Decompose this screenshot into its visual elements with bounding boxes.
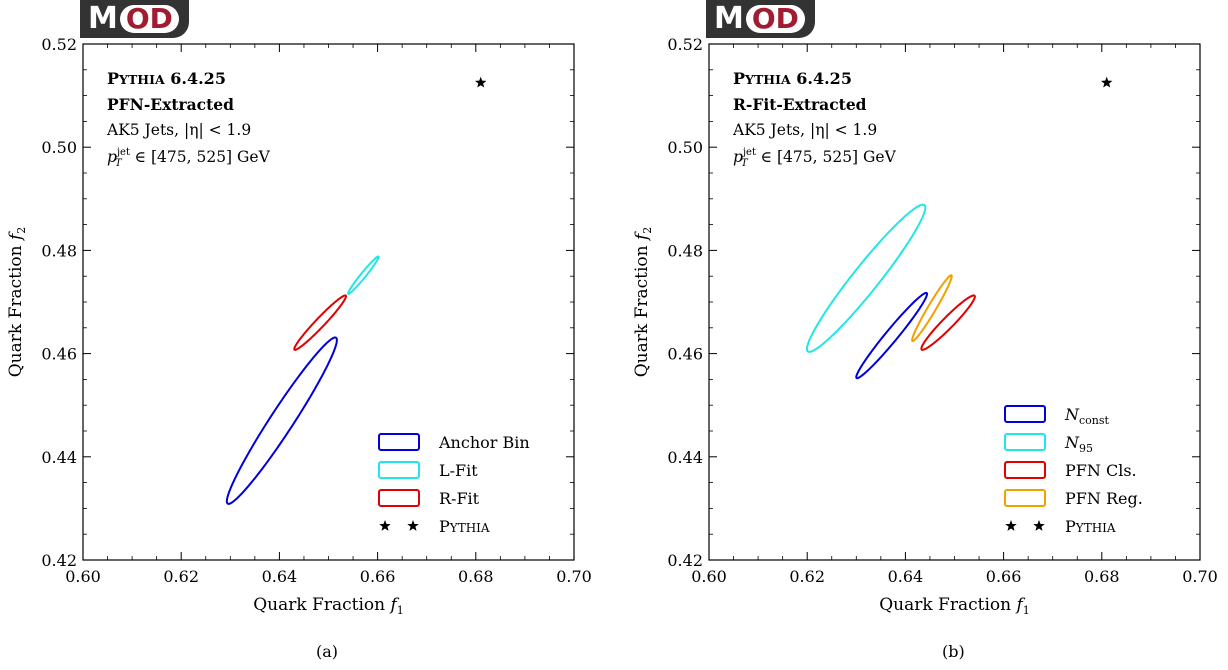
ellipse-l-fit	[347, 255, 380, 295]
legend-label-anchor-bin: Anchor Bin	[438, 433, 530, 452]
chart-b: 0.60 0.62 0.64 0.66 0.68 0.70 0.42 0.44 0.46 0.48…	[632, 35, 1218, 617]
logo-text-m: M	[714, 1, 744, 36]
ellipse-n-const	[855, 291, 929, 380]
legend-star-marker	[407, 520, 419, 531]
x-tick-label: 0.66	[360, 567, 396, 586]
legend-swatch-n-95	[1004, 433, 1046, 451]
x-axis-label: Quark Fraction f1	[879, 595, 1030, 617]
mod-logo-a: M OD	[80, 0, 189, 38]
y-tick-label: 0.52	[667, 35, 703, 54]
legend-swatch-r-fit	[378, 489, 420, 507]
x-tick-label: 0.60	[65, 567, 101, 586]
annotation-pt-range: pjet T ∈ [475, 525] GeV	[107, 147, 271, 169]
legend-label-n-95: N95	[1064, 433, 1093, 455]
ellipse-pfn-cls-	[920, 294, 976, 351]
legend-swatch-pfn-cls-	[1004, 461, 1046, 479]
legend-label-l-fit: L-Fit	[439, 461, 478, 480]
legend-label-n-const: Nconst	[1064, 405, 1110, 427]
legend-star-marker	[379, 520, 391, 531]
y-tick-label: 0.52	[41, 35, 77, 54]
legend-swatch-n-const	[1004, 405, 1046, 423]
chart-a: 0.60 0.62 0.64 0.66 0.68 0.70 0.42 0.44 0.46 0.48…	[6, 35, 592, 617]
logo-od-pill: OD	[119, 2, 179, 35]
x-tick-label: 0.62	[163, 567, 199, 586]
x-tick-label: 0.62	[789, 567, 825, 586]
x-axis-label: Quark Fraction f1	[253, 595, 404, 617]
y-tick-label: 0.46	[41, 345, 77, 364]
logo-text-od: OD	[751, 2, 799, 35]
logo-box: M OD	[706, 0, 815, 38]
pythia-star-marker	[475, 76, 487, 88]
caption-a: (a)	[316, 642, 339, 661]
annotation-generator: PYTHIA 6.4.25	[107, 69, 226, 88]
annotation-generator: PYTHIA 6.4.25	[733, 69, 852, 88]
x-tick-label: 0.64	[262, 567, 298, 586]
x-tick-label: 0.64	[888, 567, 924, 586]
legend-star-marker	[1033, 520, 1045, 531]
x-tick-label: 0.66	[986, 567, 1022, 586]
y-axis-label: Quark Fraction f2	[6, 227, 28, 378]
x-tick-label: 0.70	[1182, 567, 1218, 586]
logo-text-od: OD	[125, 2, 173, 35]
y-tick-label: 0.42	[41, 551, 77, 570]
y-tick-label: 0.44	[667, 448, 703, 467]
y-tick-label: 0.42	[667, 551, 703, 570]
annotation-jets: AK5 Jets, |η| < 1.9	[106, 121, 251, 139]
legend-label-pythia: PYTHIA	[439, 517, 490, 536]
y-tick-label: 0.48	[41, 241, 77, 260]
legend-swatch-anchor-bin	[378, 433, 420, 451]
logo-od-pill: OD	[745, 2, 805, 35]
logo-text-m: M	[88, 1, 118, 36]
annotation-jets: AK5 Jets, |η| < 1.9	[732, 121, 877, 139]
pythia-star-marker	[1101, 76, 1113, 88]
ellipse-r-fit	[293, 294, 348, 351]
annotation-pt-range: pjet T ∈ [475, 525] GeV	[733, 147, 897, 169]
y-tick-label: 0.44	[41, 448, 77, 467]
caption-b: (b)	[942, 642, 965, 661]
x-tick-label: 0.68	[458, 567, 494, 586]
legend-label-r-fit: R-Fit	[439, 489, 480, 508]
y-tick-label: 0.48	[667, 241, 703, 260]
y-axis-label: Quark Fraction f2	[632, 227, 654, 378]
y-tick-label: 0.50	[41, 138, 77, 157]
annotation-method: R-Fit-Extracted	[733, 95, 867, 114]
legend-label-pfn-reg-: PFN Reg.	[1065, 489, 1143, 508]
legend-label-pythia: PYTHIA	[1065, 517, 1116, 536]
x-tick-label: 0.70	[556, 567, 592, 586]
legend-label-pfn-cls-: PFN Cls.	[1065, 461, 1137, 480]
ellipse-anchor-bin	[225, 336, 338, 505]
x-tick-label: 0.68	[1084, 567, 1120, 586]
mod-logo-b: M OD	[706, 0, 815, 38]
y-tick-label: 0.46	[667, 345, 703, 364]
y-tick-label: 0.50	[667, 138, 703, 157]
ellipse-n-95	[805, 203, 927, 353]
legend-swatch-pfn-reg-	[1004, 489, 1046, 507]
legend-swatch-l-fit	[378, 461, 420, 479]
logo-box: M OD	[80, 0, 189, 38]
ellipse-pfn-reg-	[911, 274, 953, 343]
legend-star-marker	[1005, 520, 1017, 531]
annotation-method: PFN-Extracted	[107, 95, 234, 114]
x-tick-label: 0.60	[691, 567, 727, 586]
